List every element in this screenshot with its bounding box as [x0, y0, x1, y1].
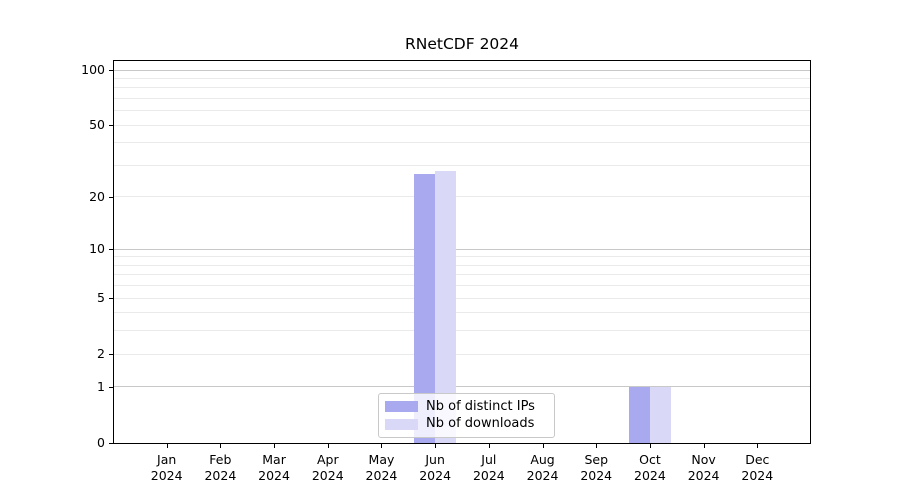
- y-axis-tick-label: 10: [89, 241, 105, 257]
- x-axis-tick-label: Jan 2024: [140, 452, 194, 484]
- y-axis-tick: [109, 70, 113, 71]
- x-label-month: Aug: [530, 452, 555, 467]
- x-axis-tick-label: Oct 2024: [623, 452, 677, 484]
- major-gridline: [114, 248, 810, 250]
- minor-gridline: [114, 330, 810, 332]
- chart-title: RNetCDF 2024: [404, 35, 520, 53]
- legend: Nb of distinct IPs Nb of downloads: [378, 393, 555, 438]
- y-axis-tick: [109, 354, 113, 356]
- y-axis-tick-label: 100: [81, 62, 105, 77]
- x-label-month: Dec: [745, 452, 770, 467]
- x-axis-tick-label: Feb 2024: [193, 452, 247, 484]
- x-label-year: 2024: [150, 468, 183, 483]
- downloads-bar-jun: [435, 170, 457, 443]
- minor-gridline: [114, 110, 810, 112]
- minor-gridline: [114, 164, 810, 166]
- y-axis-tick: [109, 298, 113, 300]
- y-axis-tick-label: 2: [97, 346, 105, 362]
- minor-gridline: [114, 124, 810, 126]
- minor-gridline: [114, 297, 810, 299]
- x-axis-tick-label: Mar 2024: [247, 452, 301, 484]
- x-axis-tick-label: Nov 2024: [677, 452, 731, 484]
- legend-label-distinct-ips: Nb of distinct IPs: [426, 398, 535, 414]
- x-axis-tick: [596, 444, 598, 448]
- minor-gridline: [114, 274, 810, 276]
- x-label-year: 2024: [365, 468, 398, 483]
- x-axis-tick: [220, 444, 222, 448]
- x-label-year: 2024: [741, 468, 774, 483]
- minor-gridline: [114, 285, 810, 287]
- legend-swatch-downloads: [385, 418, 418, 430]
- x-label-month: Oct: [639, 452, 661, 467]
- y-axis-tick-label: 20: [89, 188, 105, 204]
- y-axis-tick: [109, 125, 113, 127]
- x-axis-tick: [381, 444, 383, 448]
- major-gridline: [114, 69, 810, 71]
- minor-gridline: [114, 312, 810, 314]
- x-label-year: 2024: [687, 468, 720, 483]
- x-axis-tick: [542, 444, 544, 448]
- y-axis-tick-label: 0: [97, 435, 105, 450]
- x-label-month: Jul: [481, 452, 497, 467]
- x-label-month: Feb: [209, 452, 232, 467]
- x-axis-tick: [274, 444, 276, 448]
- x-axis-tick-label: May 2024: [354, 452, 408, 484]
- legend-swatch-distinct-ips: [385, 401, 418, 413]
- x-axis-tick: [435, 444, 437, 448]
- x-axis-tick-label: Jun 2024: [408, 452, 462, 484]
- major-gridline: [114, 386, 810, 388]
- legend-row-downloads: Nb of downloads: [385, 416, 546, 433]
- x-label-year: 2024: [580, 468, 613, 483]
- x-label-year: 2024: [526, 468, 559, 483]
- y-axis-tick-label: 5: [97, 290, 105, 306]
- y-axis-tick: [109, 386, 113, 388]
- distinct-ips-bar-oct: [628, 386, 650, 443]
- x-label-year: 2024: [634, 468, 666, 483]
- y-axis-tick: [109, 249, 113, 251]
- x-label-year: 2024: [258, 468, 290, 483]
- y-axis-tick: [109, 196, 113, 198]
- x-axis-tick-label: Dec 2024: [730, 452, 784, 484]
- x-label-year: 2024: [311, 468, 344, 483]
- legend-row-distinct-ips: Nb of distinct IPs: [385, 398, 546, 415]
- x-label-year: 2024: [204, 468, 237, 483]
- minor-gridline: [114, 256, 810, 258]
- x-label-month: Jan: [157, 452, 177, 467]
- x-axis-tick: [327, 444, 329, 448]
- x-axis-tick: [649, 444, 651, 448]
- x-label-month: Jun: [425, 452, 445, 467]
- x-axis-tick: [703, 444, 705, 448]
- y-axis-tick-label: 1: [97, 378, 105, 394]
- x-label-year: 2024: [419, 468, 452, 483]
- x-label-month: Apr: [316, 452, 339, 467]
- x-axis-tick-label: Jul 2024: [462, 452, 516, 484]
- minor-gridline: [114, 97, 810, 99]
- x-label-month: Mar: [262, 452, 286, 467]
- x-axis-tick: [757, 444, 759, 448]
- distinct-ips-bar-jun: [414, 173, 436, 443]
- legend-label-downloads: Nb of downloads: [426, 416, 535, 432]
- minor-gridline: [114, 87, 810, 89]
- x-label-month: Nov: [691, 452, 716, 467]
- x-axis-tick: [488, 444, 490, 448]
- x-label-year: 2024: [472, 468, 505, 483]
- minor-gridline: [114, 77, 810, 79]
- x-axis-tick-label: Aug 2024: [516, 452, 570, 484]
- y-axis-tick: [109, 443, 113, 444]
- minor-gridline: [114, 196, 810, 198]
- minor-gridline: [114, 142, 810, 144]
- x-axis-tick-label: Apr 2024: [301, 452, 355, 484]
- y-axis-tick-label: 50: [89, 117, 105, 133]
- minor-gridline: [114, 353, 810, 355]
- x-axis-tick: [166, 444, 168, 448]
- x-axis-tick-label: Sep 2024: [569, 452, 623, 484]
- minor-gridline: [114, 264, 810, 266]
- x-label-month: May: [368, 452, 395, 467]
- downloads-bar-oct: [649, 386, 671, 443]
- x-label-month: Sep: [584, 452, 608, 467]
